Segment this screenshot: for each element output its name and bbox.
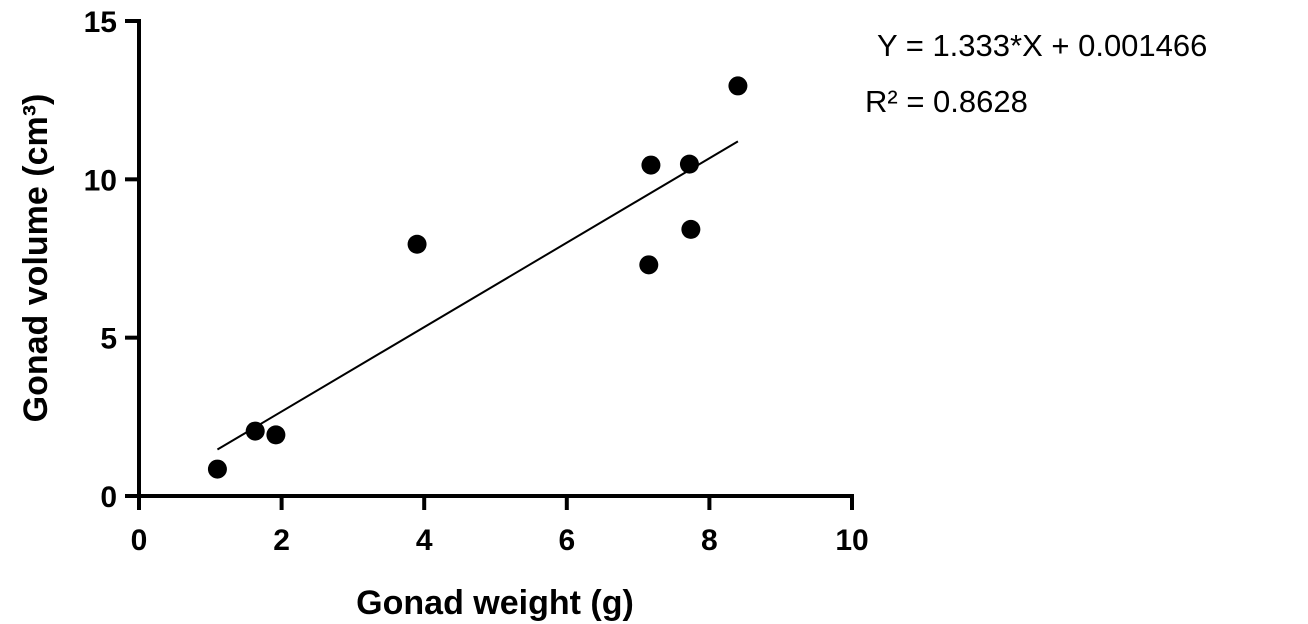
x-ticks: 0 2 4 6 8 10: [131, 496, 869, 557]
y-tick-label: 5: [100, 323, 117, 356]
data-point: [728, 76, 748, 96]
x-tick-label: 6: [558, 524, 575, 557]
regression-equation: Y = 1.333*X + 0.001466: [877, 28, 1207, 63]
regression-line: [216, 140, 739, 451]
data-point: [681, 219, 701, 239]
x-tick-label: 0: [131, 524, 148, 557]
data-point: [245, 421, 265, 441]
data-points: [207, 76, 748, 479]
x-tick-label: 10: [835, 524, 868, 557]
x-axis-title: Gonad weight (g): [356, 584, 634, 622]
y-tick-label: 0: [100, 481, 117, 514]
r-squared-label: R² = 0.8628: [865, 84, 1028, 119]
data-point: [407, 234, 427, 254]
data-point: [207, 459, 227, 479]
y-axis-title: Gonad volume (cm³): [17, 94, 55, 423]
axes: [137, 19, 854, 498]
y-tick-label: 10: [84, 164, 117, 197]
x-tick-label: 8: [701, 524, 718, 557]
data-point: [639, 255, 659, 275]
x-tick-label: 4: [416, 524, 433, 557]
y-ticks: 0 5 10 15: [84, 6, 139, 514]
data-point: [679, 154, 699, 174]
data-point: [641, 155, 661, 175]
y-tick-label: 15: [84, 6, 117, 39]
x-tick-label: 2: [273, 524, 290, 557]
data-point: [266, 425, 286, 445]
